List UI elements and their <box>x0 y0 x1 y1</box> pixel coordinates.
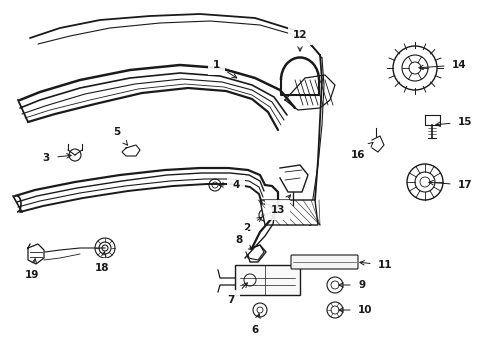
FancyBboxPatch shape <box>291 255 358 269</box>
Text: 7: 7 <box>228 283 247 305</box>
Text: 2: 2 <box>243 217 262 233</box>
Text: 18: 18 <box>95 252 109 273</box>
Text: 8: 8 <box>236 235 252 249</box>
FancyBboxPatch shape <box>235 265 300 295</box>
Text: 13: 13 <box>270 195 291 215</box>
Text: 11: 11 <box>360 260 392 270</box>
Text: 10: 10 <box>339 305 372 315</box>
Text: 15: 15 <box>436 117 472 127</box>
Text: 1: 1 <box>213 60 237 78</box>
Text: 16: 16 <box>350 143 373 160</box>
Text: 12: 12 <box>293 30 307 51</box>
Text: 6: 6 <box>251 314 260 335</box>
Text: 4: 4 <box>219 180 240 190</box>
Circle shape <box>244 274 256 286</box>
Polygon shape <box>260 200 318 225</box>
Text: 9: 9 <box>339 280 365 290</box>
Text: 19: 19 <box>25 259 39 280</box>
Text: 3: 3 <box>43 153 71 163</box>
Text: 5: 5 <box>113 127 127 145</box>
Text: 14: 14 <box>419 60 466 70</box>
Text: 17: 17 <box>429 180 473 190</box>
